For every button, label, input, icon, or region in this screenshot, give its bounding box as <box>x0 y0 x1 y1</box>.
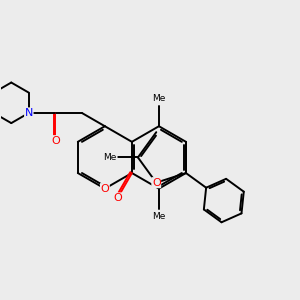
Text: O: O <box>152 178 161 188</box>
Text: Me: Me <box>152 94 166 103</box>
Text: O: O <box>113 193 122 203</box>
Text: Me: Me <box>152 212 166 221</box>
Text: Me: Me <box>103 153 117 162</box>
Text: N: N <box>25 108 33 118</box>
Text: O: O <box>51 136 60 146</box>
Text: O: O <box>100 184 109 194</box>
